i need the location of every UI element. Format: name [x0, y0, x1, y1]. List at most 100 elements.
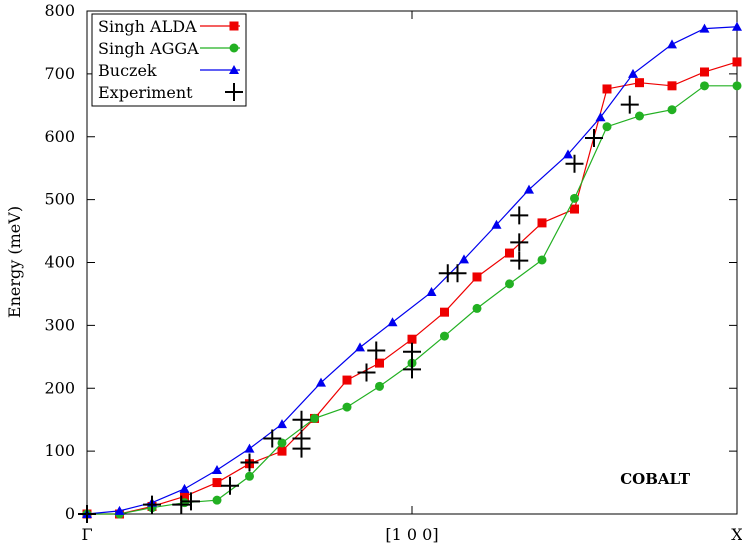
data-point-singh-alda	[537, 218, 547, 228]
data-point-experiment	[403, 360, 421, 379]
legend-marker	[229, 43, 239, 53]
data-point-singh-alda	[602, 84, 612, 94]
series-line-singh-alda	[87, 61, 738, 515]
data-point-singh-alda	[570, 204, 579, 214]
data-point-singh-alda	[732, 57, 742, 67]
data-point-experiment	[292, 439, 311, 458]
y-tick-label: 400	[44, 253, 75, 272]
data-point-singh-alda	[505, 248, 514, 258]
data-point-singh-agga	[277, 438, 287, 448]
data-point-buczek	[563, 149, 573, 159]
data-point-buczek	[491, 219, 502, 229]
data-point-singh-alda	[700, 67, 709, 77]
data-point-buczek	[114, 505, 125, 515]
data-point-singh-agga	[537, 255, 547, 265]
data-point-buczek	[355, 342, 365, 352]
data-point-buczek	[316, 377, 326, 387]
data-point-experiment	[585, 129, 603, 148]
data-point-singh-alda	[635, 78, 644, 88]
data-point-experiment	[221, 476, 239, 495]
series-line-singh-agga	[87, 85, 737, 515]
y-tick-label: 700	[44, 64, 75, 83]
data-point-singh-alda	[440, 307, 449, 317]
y-axis-label: Energy (meV)	[5, 206, 24, 318]
x-tick-label: [1 0 0]	[385, 525, 438, 544]
data-point-buczek	[699, 23, 710, 33]
data-point-buczek	[459, 254, 469, 264]
legend-marker	[229, 65, 239, 74]
data-point-buczek	[387, 317, 398, 327]
data-point-experiment	[240, 453, 259, 472]
data-point-experiment	[172, 495, 191, 514]
data-point-buczek	[244, 443, 255, 453]
data-point-singh-agga	[732, 81, 742, 91]
data-point-singh-alda	[407, 334, 417, 344]
data-point-singh-agga	[310, 413, 319, 423]
data-point-experiment	[263, 429, 282, 448]
data-point-experiment	[448, 264, 467, 283]
y-tick-label: 600	[44, 127, 75, 146]
data-point-singh-alda	[375, 358, 384, 368]
data-point-buczek	[179, 483, 190, 493]
data-point-buczek	[212, 464, 222, 474]
data-point-buczek	[524, 184, 534, 194]
data-point-singh-agga	[602, 122, 612, 132]
data-point-singh-agga	[342, 402, 352, 412]
data-point-experiment	[510, 233, 529, 252]
data-point-experiment	[367, 341, 386, 360]
data-point-experiment	[78, 505, 96, 523]
data-point-experiment	[510, 251, 529, 270]
data-point-singh-alda	[667, 81, 677, 91]
legend-label: Singh AGGA	[98, 39, 199, 58]
data-point-buczek	[595, 112, 606, 122]
data-point-experiment	[403, 342, 421, 361]
y-tick-label: 500	[44, 190, 75, 209]
legend-box	[91, 13, 247, 107]
y-tick-label: 200	[44, 378, 75, 397]
data-point-singh-agga	[375, 381, 384, 391]
data-point-buczek	[277, 419, 287, 429]
series-singh-agga	[82, 81, 742, 519]
data-point-singh-agga	[212, 495, 222, 505]
x-tick-label: Γ	[81, 525, 92, 544]
data-point-experiment	[182, 492, 200, 511]
data-point-buczek	[667, 39, 677, 49]
legend-marker	[225, 83, 243, 101]
cobalt-annotation: COBALT	[620, 470, 691, 488]
legend-label: Buczek	[98, 61, 157, 80]
y-tick-label: 0	[65, 504, 75, 523]
data-point-buczek	[426, 287, 437, 297]
legend-label: Experiment	[98, 83, 193, 102]
data-point-experiment	[292, 410, 311, 429]
series-line-buczek	[86, 26, 738, 515]
data-point-singh-alda	[180, 491, 189, 501]
data-point-buczek	[732, 21, 742, 31]
data-point-singh-agga	[700, 81, 709, 91]
x-tick-label: X	[731, 525, 742, 544]
data-point-experiment	[565, 154, 584, 173]
data-point-singh-agga	[505, 279, 514, 289]
data-point-buczek	[628, 68, 638, 78]
y-tick-label: 300	[44, 315, 75, 334]
data-point-singh-agga	[245, 471, 254, 481]
y-tick-label: 100	[44, 441, 75, 460]
data-point-singh-alda	[472, 272, 482, 282]
series-experiment	[78, 95, 639, 523]
legend: Singh ALDA Singh AGGA Buczek Experiment	[91, 13, 247, 107]
data-point-experiment	[143, 495, 161, 514]
data-point-singh-agga	[667, 105, 677, 115]
legend-label: Singh ALDA	[98, 17, 197, 36]
data-point-singh-agga	[570, 193, 579, 203]
data-point-singh-agga	[635, 111, 644, 121]
series-singh-alda	[82, 57, 742, 519]
data-point-experiment	[357, 363, 376, 382]
data-point-singh-alda	[342, 375, 352, 385]
data-point-experiment	[510, 206, 529, 225]
data-point-singh-agga	[472, 303, 482, 313]
data-point-singh-alda	[212, 478, 222, 488]
data-point-experiment	[620, 95, 639, 114]
data-point-singh-alda	[277, 446, 287, 456]
legend-marker	[229, 21, 239, 31]
data-point-singh-agga	[440, 331, 449, 341]
